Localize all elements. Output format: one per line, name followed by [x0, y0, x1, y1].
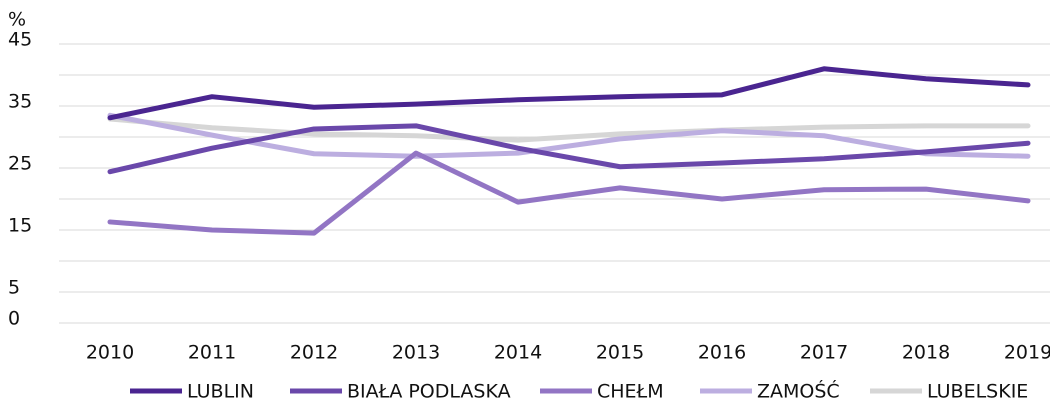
y-axis-label: %: [8, 9, 26, 31]
x-tick-label: 2016: [698, 342, 746, 364]
x-tick-label: 2017: [800, 342, 848, 364]
y-tick-label: 15: [8, 215, 32, 237]
series-line: [107, 116, 1031, 143]
x-tick-label: 2010: [86, 342, 134, 364]
x-tick-label: 2013: [392, 342, 440, 364]
y-tick-label: 25: [8, 153, 32, 175]
series-line: [107, 66, 1031, 121]
series-line: [107, 123, 1031, 175]
x-tick-label: 2015: [596, 342, 644, 364]
legend-label: BIAŁA PODLASKA: [347, 381, 511, 403]
legend-label: LUBLIN: [187, 381, 254, 403]
y-tick-label: 45: [8, 29, 32, 51]
legend-label: CHEŁM: [597, 381, 664, 403]
legend-label: ZAMOŚĆ: [757, 379, 840, 403]
y-tick-label: 0: [8, 308, 20, 330]
y-tick-label: 35: [8, 91, 32, 113]
x-tick-label: 2014: [494, 342, 542, 364]
series-line: [107, 112, 1031, 159]
x-tick-label: 2012: [290, 342, 338, 364]
series-line: [107, 150, 1031, 236]
x-tick-label: 2018: [902, 342, 950, 364]
x-tick-label: 2011: [188, 342, 236, 364]
y-tick-label: 5: [8, 277, 20, 299]
x-tick-label: 2019: [1004, 342, 1050, 364]
legend-label: LUBELSKIE: [927, 381, 1028, 403]
